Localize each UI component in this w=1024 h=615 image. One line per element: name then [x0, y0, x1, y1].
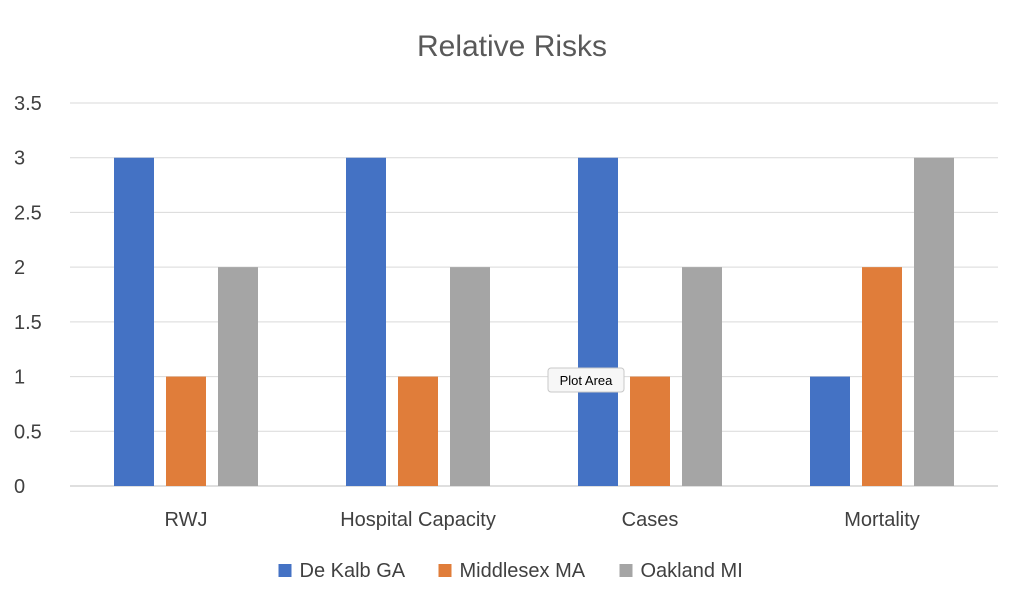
- legend-label: Middlesex MA: [460, 560, 586, 582]
- x-axis-category-labels: RWJ Hospital Capacity Cases Mortality: [165, 509, 920, 531]
- bar-0-1: [346, 157, 386, 486]
- legend-swatch-1: [438, 564, 452, 577]
- x-category-label: Mortality: [844, 509, 920, 531]
- bar-0-0: [114, 157, 154, 486]
- y-tick-label: 2.5: [14, 202, 42, 224]
- bar-2-2: [682, 267, 722, 486]
- tooltip-box: [547, 367, 625, 393]
- bar-1-0: [166, 376, 206, 486]
- y-tick-label: 1.5: [14, 312, 42, 334]
- bar-2-3: [914, 157, 954, 486]
- y-tick-label: 0: [14, 476, 25, 498]
- x-category-label: RWJ: [165, 509, 208, 531]
- y-tick-label: 1: [14, 367, 25, 389]
- bar-1-2: [630, 376, 670, 486]
- bar-1-3: [862, 267, 902, 486]
- tooltip-label: Plot Area: [560, 373, 614, 388]
- y-tick-label: 0.5: [14, 421, 42, 443]
- y-tick-label: 2: [14, 257, 25, 279]
- legend: De Kalb GA Middlesex MA Oakland MI: [278, 560, 743, 582]
- bars: [114, 157, 954, 486]
- bar-0-3: [810, 376, 850, 486]
- legend-swatch-0: [278, 564, 292, 577]
- bar-2-0: [218, 267, 258, 486]
- legend-label: De Kalb GA: [300, 560, 406, 582]
- plot-area-tooltip: Plot Area: [547, 367, 625, 393]
- chart-title: Relative Risks: [417, 30, 607, 63]
- x-category-label: Cases: [622, 509, 679, 531]
- bar-1-1: [398, 376, 438, 486]
- legend-label: Oakland MI: [641, 560, 743, 582]
- legend-swatch-2: [619, 564, 633, 577]
- y-axis-tick-labels: 0 0.5 1 1.5 2 2.5 3 3.5: [14, 93, 42, 498]
- bar-2-1: [450, 267, 490, 486]
- gridlines: [70, 102, 998, 487]
- x-category-label: Hospital Capacity: [340, 509, 496, 531]
- y-tick-label: 3: [14, 148, 25, 170]
- bar-0-2: [578, 157, 618, 486]
- y-tick-label: 3.5: [14, 93, 42, 115]
